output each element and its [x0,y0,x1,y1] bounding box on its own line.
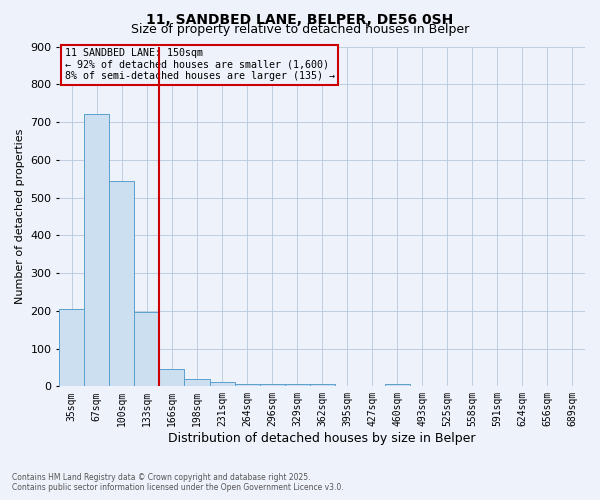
Bar [310,384,335,386]
Bar [260,384,284,386]
Bar [109,180,134,386]
Text: Contains HM Land Registry data © Crown copyright and database right 2025.
Contai: Contains HM Land Registry data © Crown c… [12,473,344,492]
Bar [235,384,260,386]
Y-axis label: Number of detached properties: Number of detached properties [15,128,25,304]
X-axis label: Distribution of detached houses by size in Belper: Distribution of detached houses by size … [169,432,476,445]
Bar [284,384,310,386]
Text: 11, SANDBED LANE, BELPER, DE56 0SH: 11, SANDBED LANE, BELPER, DE56 0SH [146,12,454,26]
Bar [134,312,160,386]
Bar [209,382,235,386]
Text: 11 SANDBED LANE: 150sqm
← 92% of detached houses are smaller (1,600)
8% of semi-: 11 SANDBED LANE: 150sqm ← 92% of detache… [65,48,335,82]
Bar [85,114,109,386]
Text: Size of property relative to detached houses in Belper: Size of property relative to detached ho… [131,22,469,36]
Bar [59,309,85,386]
Bar [385,384,410,386]
Bar [184,379,209,386]
Bar [160,369,184,386]
